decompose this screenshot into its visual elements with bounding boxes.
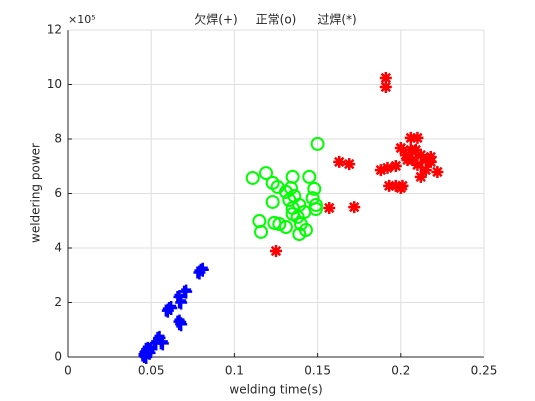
point [396, 179, 409, 192]
y-tick-label: 4 [54, 241, 62, 255]
point [307, 181, 322, 196]
point [404, 143, 417, 156]
point [389, 159, 402, 172]
series-title: 过焊(*) [317, 12, 356, 27]
point [424, 150, 437, 163]
point [193, 265, 206, 280]
point [153, 330, 166, 345]
point [287, 188, 302, 203]
point [196, 262, 209, 277]
point [165, 300, 178, 315]
y-axis-label: weldering power [29, 143, 43, 243]
point [406, 153, 419, 166]
point [381, 161, 394, 174]
point [265, 175, 280, 190]
point [285, 169, 300, 184]
point [419, 153, 432, 166]
y-tick-label: 12 [47, 23, 62, 37]
point [265, 194, 280, 209]
point [348, 201, 361, 214]
point [270, 244, 282, 257]
point [290, 209, 305, 224]
point [298, 223, 313, 238]
y-exponent-label: ×10⁵ [68, 13, 96, 26]
x-tick-label: 0.15 [304, 364, 331, 378]
point [323, 201, 336, 214]
point [180, 284, 193, 299]
x-axis-label: welding time(s) [229, 383, 322, 397]
point [140, 350, 153, 364]
point [411, 131, 424, 144]
series-title: 正常(o) [256, 13, 297, 27]
point [308, 202, 323, 217]
point [308, 197, 323, 212]
y-tick-label: 6 [54, 186, 62, 200]
point [305, 191, 320, 206]
point [399, 149, 412, 162]
point [283, 181, 298, 196]
y-tick-label: 2 [54, 295, 62, 309]
point [394, 141, 407, 154]
point [414, 149, 427, 162]
point [175, 317, 188, 332]
point [404, 131, 417, 144]
x-tick-label: 0.25 [471, 364, 498, 378]
point [278, 184, 293, 199]
point [379, 71, 392, 84]
point [156, 336, 169, 351]
point [419, 164, 432, 177]
point [389, 179, 402, 192]
point [254, 224, 269, 239]
point [278, 220, 293, 235]
point [379, 80, 392, 93]
y-tick-label: 0 [54, 350, 62, 364]
x-tick-label: 0.2 [391, 364, 410, 378]
point [292, 227, 307, 242]
y-tick-label: 8 [54, 132, 62, 146]
point [175, 295, 188, 310]
point [297, 205, 312, 220]
x-tick-label: 0.1 [225, 364, 244, 378]
point [150, 336, 163, 351]
x-tick-label: 0.05 [138, 364, 165, 378]
point [259, 166, 274, 181]
point [374, 164, 387, 177]
point [431, 165, 444, 178]
point [343, 158, 356, 171]
point [310, 136, 325, 151]
point [272, 217, 287, 232]
point [161, 303, 174, 318]
point [145, 341, 158, 356]
point [411, 158, 424, 171]
y-tick-label: 10 [47, 77, 62, 91]
point [245, 170, 260, 185]
point [414, 170, 427, 183]
series-title: 欠焊(+) [194, 12, 237, 27]
point [302, 169, 317, 184]
point [383, 179, 396, 192]
point [252, 214, 267, 229]
x-tick-label: 0 [64, 364, 72, 378]
point [333, 155, 346, 168]
